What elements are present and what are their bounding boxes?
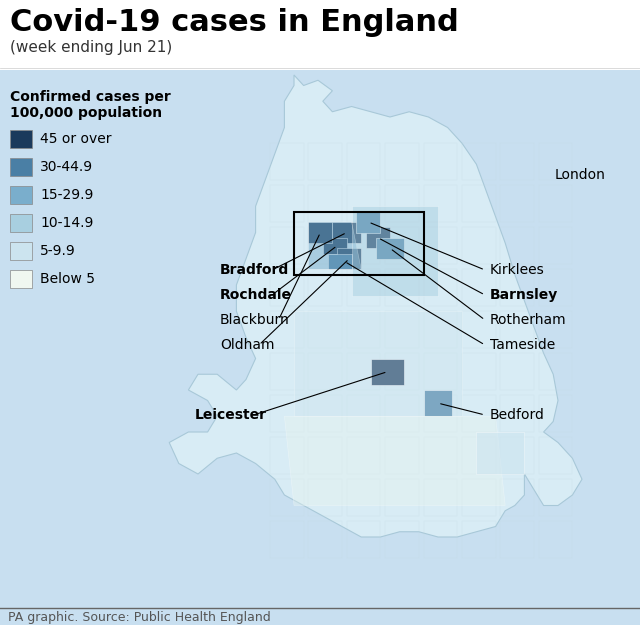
Polygon shape — [332, 222, 361, 243]
Polygon shape — [308, 222, 361, 269]
FancyBboxPatch shape — [0, 0, 640, 70]
Bar — [10, 186, 32, 204]
Text: Leicester: Leicester — [195, 408, 267, 422]
Text: Oldham: Oldham — [220, 338, 275, 352]
Polygon shape — [351, 206, 438, 296]
Polygon shape — [328, 254, 351, 269]
Text: 45 or over: 45 or over — [40, 132, 111, 146]
Text: Covid-19 cases in England: Covid-19 cases in England — [10, 8, 459, 37]
Bar — [10, 214, 32, 232]
Polygon shape — [337, 248, 361, 269]
Polygon shape — [169, 75, 582, 537]
Bar — [294, 211, 424, 274]
Text: London: London — [555, 168, 606, 182]
Text: 15-29.9: 15-29.9 — [40, 188, 93, 202]
Text: PA graphic. Source: Public Health England: PA graphic. Source: Public Health Englan… — [8, 611, 271, 624]
Text: Confirmed cases per
100,000 population: Confirmed cases per 100,000 population — [10, 90, 171, 120]
Polygon shape — [424, 390, 452, 416]
Bar — [10, 158, 32, 176]
Text: Blackburn: Blackburn — [220, 313, 290, 327]
Polygon shape — [366, 228, 390, 248]
Text: Tameside: Tameside — [490, 338, 556, 352]
Text: Bedford: Bedford — [490, 408, 545, 422]
Text: 30-44.9: 30-44.9 — [40, 160, 93, 174]
Text: (week ending Jun 21): (week ending Jun 21) — [10, 40, 172, 55]
Text: 5-9.9: 5-9.9 — [40, 244, 76, 258]
Bar — [10, 270, 32, 288]
Polygon shape — [371, 359, 404, 385]
Polygon shape — [356, 211, 380, 232]
Text: Kirklees: Kirklees — [490, 263, 545, 277]
Text: Rotherham: Rotherham — [490, 313, 566, 327]
Text: Rochdale: Rochdale — [220, 288, 292, 302]
Polygon shape — [323, 238, 347, 254]
Bar — [10, 130, 32, 148]
Polygon shape — [284, 416, 505, 506]
Text: Below 5: Below 5 — [40, 272, 95, 286]
Polygon shape — [294, 311, 462, 416]
Bar — [10, 242, 32, 260]
Text: Bradford: Bradford — [220, 263, 289, 277]
Polygon shape — [308, 222, 332, 243]
Polygon shape — [376, 238, 404, 259]
Text: 10-14.9: 10-14.9 — [40, 216, 93, 230]
Polygon shape — [476, 432, 524, 474]
Text: Barnsley: Barnsley — [490, 288, 558, 302]
